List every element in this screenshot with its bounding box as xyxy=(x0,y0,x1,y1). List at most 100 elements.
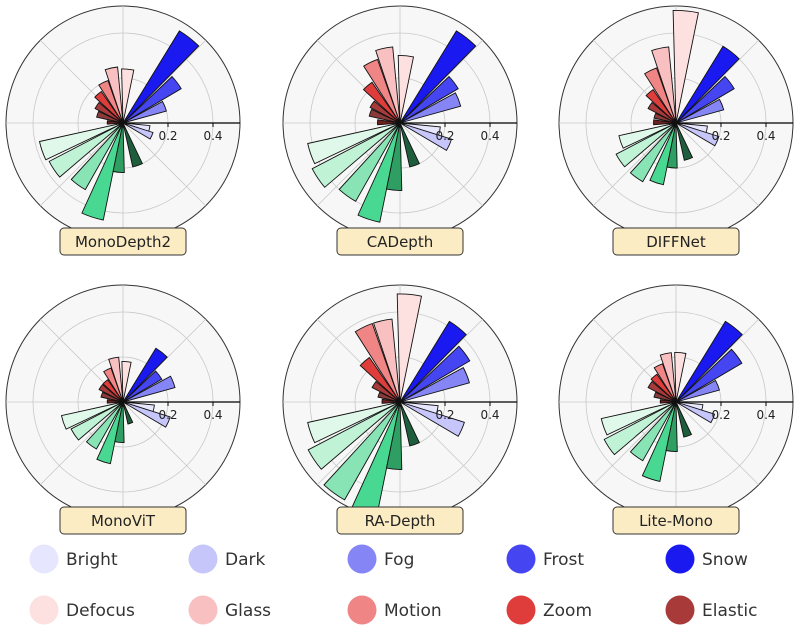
bar-fog xyxy=(675,98,725,124)
bar-glass xyxy=(375,46,401,124)
legend-item-zoom: Zoom xyxy=(506,595,592,625)
model-label: MonoViT xyxy=(91,512,156,530)
bar-shot xyxy=(649,122,677,186)
bar-gaussian xyxy=(603,401,677,456)
radial-tick-label: 0.4 xyxy=(480,129,499,143)
bar-frost xyxy=(122,370,163,403)
bar-zoom xyxy=(645,88,677,124)
angular-gridline xyxy=(316,401,401,486)
radial-tick-label: 0.2 xyxy=(158,129,177,143)
angular-gridline xyxy=(122,122,207,207)
bar-iso xyxy=(112,122,125,173)
legend-label: Zoom xyxy=(543,601,592,621)
bar-snow xyxy=(675,320,743,403)
bar-fog xyxy=(675,379,720,403)
legend-item-dark: Dark xyxy=(188,544,265,574)
legend-item-bright: Bright xyxy=(29,544,118,574)
bar-gaussian xyxy=(70,401,124,441)
bar-color xyxy=(96,110,124,124)
bar-fog xyxy=(399,92,462,124)
bar-gaussian xyxy=(615,122,677,168)
model-label-box xyxy=(612,227,740,256)
bar-iso xyxy=(114,401,125,443)
angular-gridline xyxy=(399,401,484,486)
model-label: CADepth xyxy=(367,233,433,251)
legend-swatch xyxy=(665,595,695,625)
bar-elastic xyxy=(369,100,401,124)
rose-chart: 0.2 0.4 RA-Depth xyxy=(282,284,518,535)
bar-fog xyxy=(399,366,470,403)
angular-gridline xyxy=(592,401,677,486)
bar-snow xyxy=(122,347,168,403)
legend-swatch xyxy=(506,544,536,574)
legend-item-snow: Snow xyxy=(665,544,748,574)
bar-shot xyxy=(96,401,124,465)
angular-gridline xyxy=(39,122,124,207)
bar-snow xyxy=(675,45,740,124)
bar-dark xyxy=(122,401,171,428)
bar-pixelate xyxy=(381,398,401,404)
legend-item-motion: Motion xyxy=(347,595,442,625)
legend-label: Elastic xyxy=(702,601,757,621)
bar-dark xyxy=(399,401,465,437)
bar-contrast xyxy=(60,401,124,430)
radial-tick-label: 0.2 xyxy=(435,408,454,422)
legend-item-defocus: Defocus xyxy=(29,595,135,625)
model-label-box xyxy=(612,506,740,535)
bar-impulse xyxy=(323,401,401,501)
bar-frost xyxy=(675,348,743,403)
radial-tick-label: 0.2 xyxy=(435,129,454,143)
model-label-box xyxy=(59,506,187,535)
rose-chart: 0.2 0.4 MonoViT xyxy=(5,284,241,535)
bar-snow xyxy=(399,30,477,124)
bar-zoom xyxy=(102,379,124,403)
legend-label: Snow xyxy=(702,550,748,570)
bar-contrast xyxy=(307,122,401,165)
bar-color xyxy=(368,108,401,124)
legend-label: Frost xyxy=(543,550,584,570)
bar-elastic xyxy=(94,101,124,124)
bar-contrast xyxy=(618,122,677,149)
angular-gridline xyxy=(675,122,760,207)
legend-label: Dark xyxy=(225,550,265,570)
bar-defocus xyxy=(397,55,415,124)
bar-defocus xyxy=(672,10,699,124)
bar-iso xyxy=(666,122,678,169)
radial-tick-label: 0.4 xyxy=(203,408,222,422)
angular-gridline xyxy=(399,122,484,207)
bar-dark xyxy=(399,122,453,152)
radial-tick-label: 0.2 xyxy=(711,408,730,422)
bar-glass xyxy=(373,318,401,403)
bar-snow xyxy=(399,320,467,403)
model-label: MonoDepth2 xyxy=(75,233,171,251)
radial-tick-label: 0.4 xyxy=(203,129,222,143)
bar-glass xyxy=(651,46,677,124)
bar-motion xyxy=(98,80,124,124)
legend-swatch xyxy=(29,595,59,625)
bar-gaussian xyxy=(48,122,124,178)
bar-shot xyxy=(641,401,677,482)
angular-gridline xyxy=(316,122,401,207)
rose-chart: 0.2 0.4 Lite-Mono xyxy=(558,284,794,535)
bar-defocus xyxy=(396,293,423,403)
bar-motion xyxy=(363,58,401,124)
model-label: DIFFNet xyxy=(646,233,706,251)
bar-impulse xyxy=(629,401,677,462)
bar-zoom xyxy=(362,81,401,124)
legend-item-frost: Frost xyxy=(506,544,584,574)
bar-contrast xyxy=(38,122,124,161)
bar-elastic xyxy=(98,383,124,403)
legend-swatch xyxy=(188,595,218,625)
bar-pixelate xyxy=(106,399,124,404)
bar-frost xyxy=(122,75,182,124)
legend-item-glass: Glass xyxy=(188,595,271,625)
legend-label: Glass xyxy=(225,601,271,621)
charts-group: 0.2 0.4 MonoDepth2 0.2 0.4 CADepth 0.2 0.4 DIFFN… xyxy=(5,5,794,535)
legend: Bright Dark Fog Frost Snow Defocus Glass Motion… xyxy=(29,544,757,625)
angular-gridline xyxy=(592,122,677,207)
bar-frost xyxy=(675,75,735,124)
model-label-box xyxy=(59,227,187,256)
radial-tick-label: 0.4 xyxy=(756,408,775,422)
radial-tick-label: 0.2 xyxy=(711,129,730,143)
